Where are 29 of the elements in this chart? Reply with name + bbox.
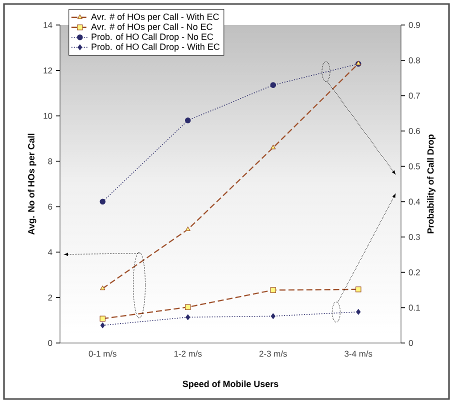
legend-label: Avr. # of HOs per Call - With EC [91, 13, 219, 22]
y-tick-label: 14 [44, 22, 52, 28]
y-tick-label: 2 [48, 294, 52, 301]
y2-tick-label: 0.6 [408, 128, 420, 134]
y2-tick-label: 0.8 [408, 57, 420, 64]
y-tick-label: 10 [44, 112, 52, 119]
y2-axis-title: Probability of Call Drop [427, 134, 436, 234]
y2-tick-label: 0 [408, 340, 413, 346]
y2-tick-label: 0.1 [408, 304, 420, 311]
y-axis-title: Avg. No of HOs per Call [28, 134, 36, 235]
legend-label: Prob. of HO Call Drop - No EC [92, 33, 214, 42]
y2-tick-label: 0.4 [408, 198, 420, 205]
x-tick-label: 2-3 m/s [259, 350, 287, 357]
legend-label: Avr. # of HOs per Call - No EC [91, 23, 212, 32]
y-tick-label: 0 [48, 340, 52, 346]
legend-label: Prob. of HO Call Drop - With EC [92, 43, 220, 52]
y-tick-label: 6 [48, 204, 52, 210]
y-tick-label: 12 [44, 67, 52, 74]
y2-tick-label: 0.3 [408, 234, 420, 240]
y2-tick-label: 0.7 [408, 92, 420, 99]
y-tick-label: 4 [48, 249, 52, 256]
y2-tick-label: 0.9 [408, 22, 420, 28]
y2-tick-label: 0.2 [408, 269, 420, 276]
x-tick-label: 0-1 m/s [88, 350, 116, 357]
y-tick-label: 8 [48, 158, 52, 164]
x-tick-label: 1-2 m/s [174, 350, 202, 357]
x-tick-label: 3-4 m/s [344, 350, 372, 357]
y2-tick-label: 0.5 [408, 163, 420, 170]
x-axis-title: Speed of Mobile Users [182, 380, 278, 389]
